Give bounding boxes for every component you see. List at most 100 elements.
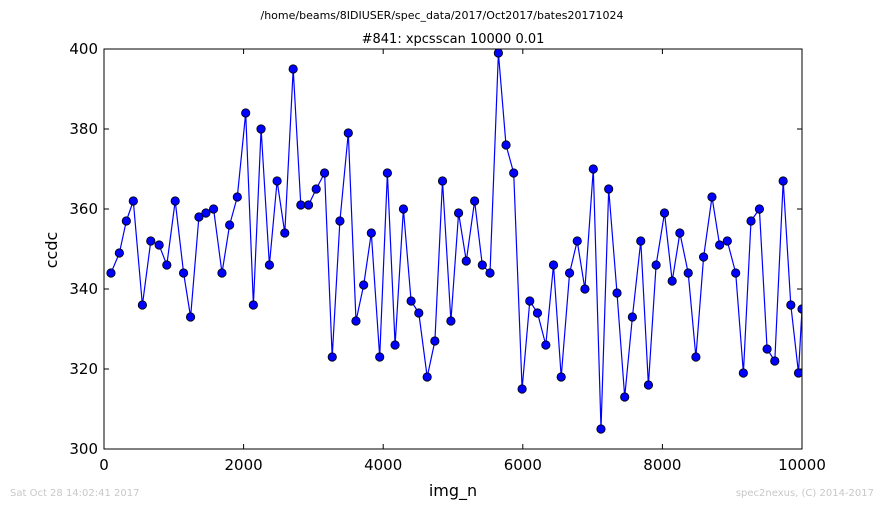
- data-point: [128, 196, 138, 206]
- series-0: [106, 49, 802, 434]
- data-point: [580, 284, 590, 294]
- data-point: [485, 268, 495, 278]
- data-point: [556, 372, 566, 382]
- data-point: [162, 260, 172, 270]
- data-point: [178, 268, 189, 278]
- file-path-title: /home/beams/8IDIUSER/spec_data/2017/Oct2…: [260, 9, 624, 22]
- data-point: [548, 260, 559, 270]
- data-point: [683, 268, 693, 278]
- data-point: [651, 260, 661, 270]
- data-point: [366, 228, 376, 238]
- y-tick-label: 360: [69, 200, 98, 218]
- data-point: [272, 176, 282, 186]
- data-point: [501, 140, 511, 150]
- data-point: [137, 300, 147, 310]
- x-tick-label: 10000: [778, 456, 826, 474]
- x-tick-label: 6000: [504, 456, 542, 474]
- y-tick-label: 320: [69, 360, 98, 378]
- data-point: [398, 204, 409, 214]
- data-point: [217, 268, 227, 278]
- data-point: [359, 280, 369, 290]
- x-tick-label: 4000: [364, 456, 402, 474]
- data-point: [437, 176, 448, 186]
- data-point: [185, 312, 196, 322]
- data-point: [303, 200, 314, 210]
- data-point: [170, 196, 180, 206]
- data-point: [461, 256, 471, 266]
- data-point: [382, 168, 392, 178]
- timestamp-label: Sat Oct 28 14:02:41 2017: [10, 488, 140, 499]
- data-point: [453, 208, 464, 218]
- plot-area: [103, 48, 803, 450]
- data-point: [288, 64, 298, 74]
- data-point: [667, 276, 677, 286]
- data-point: [588, 164, 598, 174]
- data-point: [256, 124, 266, 134]
- data-point: [248, 300, 258, 310]
- x-tick-label: 0: [99, 456, 109, 474]
- data-point: [406, 296, 416, 306]
- data-point: [778, 176, 788, 186]
- data-point: [797, 304, 802, 314]
- data-point: [517, 384, 527, 394]
- data-point: [636, 236, 646, 246]
- data-point: [422, 372, 432, 382]
- data-point: [430, 336, 440, 346]
- data-point: [596, 424, 606, 434]
- data-point: [731, 268, 741, 278]
- data-point: [722, 236, 732, 246]
- y-tick-label: 340: [69, 280, 98, 298]
- data-point: [643, 380, 654, 390]
- data-point: [194, 212, 204, 222]
- data-point: [715, 240, 725, 250]
- data-point: [414, 308, 424, 318]
- data-point: [659, 208, 670, 218]
- data-point: [675, 228, 685, 238]
- data-point: [754, 204, 765, 214]
- data-point: [770, 356, 780, 366]
- data-point: [707, 192, 717, 202]
- data-point: [698, 252, 709, 262]
- data-point: [793, 368, 802, 378]
- y-tick-label: 380: [69, 120, 98, 138]
- data-point: [470, 196, 480, 206]
- data-point: [232, 192, 242, 202]
- data-point: [762, 344, 772, 354]
- data-point: [390, 340, 400, 350]
- data-point: [114, 248, 124, 258]
- data-point: [691, 352, 701, 362]
- x-tick-label: 2000: [225, 456, 263, 474]
- data-point: [477, 260, 487, 270]
- data-point: [327, 352, 337, 362]
- data-point: [541, 340, 551, 350]
- data-point: [225, 220, 235, 230]
- data-point: [627, 312, 637, 322]
- data-point: [264, 260, 275, 270]
- data-point: [509, 168, 519, 178]
- x-axis-label: img_n: [429, 481, 477, 501]
- data-point: [319, 168, 330, 178]
- y-tick-label: 400: [69, 40, 98, 58]
- data-point: [241, 108, 251, 118]
- series-layer: [106, 49, 802, 434]
- data-point: [343, 128, 353, 138]
- data-point: [375, 352, 385, 362]
- data-point: [154, 240, 164, 250]
- data-point: [335, 216, 345, 226]
- axes-frame: [103, 48, 803, 450]
- data-point: [311, 184, 321, 194]
- data-point: [208, 204, 219, 214]
- x-tick-label: 8000: [643, 456, 681, 474]
- axis-ticks: 0 2000 4000 6000 8000 10000 300 320 340 360 380 400: [69, 40, 826, 474]
- chart-title: #841: xpcsscan 10000 0.01: [362, 32, 545, 47]
- data-point: [493, 49, 503, 58]
- data-point: [146, 236, 156, 246]
- data-point: [564, 268, 575, 278]
- data-point: [351, 316, 361, 326]
- data-point: [280, 228, 290, 238]
- y-tick-label: 300: [69, 440, 98, 458]
- data-point: [604, 184, 614, 194]
- data-point: [738, 368, 748, 378]
- data-point: [620, 392, 630, 402]
- series-line: [110, 52, 802, 430]
